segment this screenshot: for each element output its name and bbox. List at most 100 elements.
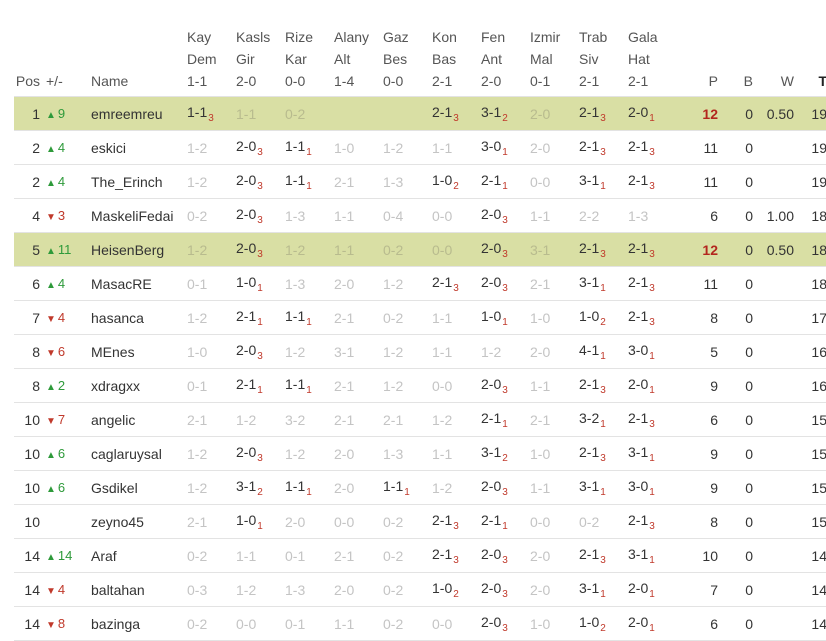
row-name[interactable]: MasacRE [91,275,152,292]
row-change: ▲ 4 [46,267,91,301]
prediction-score: 2-0 [530,547,551,564]
row-prediction: 3-1 [530,233,579,267]
row-prediction: 1-2 [187,301,236,335]
row-prediction: 2-03 [236,233,285,267]
header-match-line: 2-1 [628,73,649,89]
row-b: 0 [745,513,753,530]
header-pos[interactable]: Pos [15,73,40,89]
prediction-points: 1 [600,418,606,430]
header-match[interactable]: Alany Alt 1-4 [334,26,383,97]
row-name[interactable]: angelic [91,411,136,428]
row-prediction: 1-0 [187,335,236,369]
prediction-points: 3 [453,520,459,532]
row-name[interactable]: zeyno45 [91,513,144,530]
header-match[interactable]: Gaz Bes 0-0 [383,26,432,97]
prediction-score: 2-1 [628,307,649,324]
prediction-points: 1 [600,282,606,294]
row-name[interactable]: Araf [91,547,117,564]
row-p: 11 [703,173,718,190]
header-match-line: Ant [481,51,503,67]
row-name[interactable]: bazinga [91,615,141,632]
prediction-points: 2 [600,622,606,634]
row-name[interactable]: hasanca [91,309,144,326]
prediction-score: 2-1 [334,309,355,326]
row-prediction: 0-4 [383,199,432,233]
row-prediction: 2-03 [481,471,530,505]
prediction-points: 3 [600,248,606,260]
header-w[interactable]: W [780,73,794,89]
prediction-points: 3 [453,282,459,294]
header-match[interactable]: Kasls Gir 2-0 [236,26,285,97]
row-prediction: 3-01 [628,335,677,369]
row-prediction: 2-11 [481,403,530,437]
row-prediction: 2-1 [334,403,383,437]
row-prediction: 0-2 [383,233,432,267]
prediction-points: 1 [649,350,655,362]
row-position: 8 [32,377,40,394]
row-b: 0 [745,615,753,632]
row-name[interactable]: MaskeliFedai [91,207,174,224]
row-change: ▲ 9 [46,97,91,131]
prediction-score: 2-1 [481,511,502,528]
prediction-score: 2-0 [628,103,649,120]
row-w [761,573,802,607]
row-name[interactable]: emreemreu [91,105,163,122]
row-name[interactable]: caglaruysal [91,445,162,462]
row-name[interactable]: xdragxx [91,377,141,394]
prediction-score: 2-0 [285,513,306,530]
prediction-points: 1 [600,350,606,362]
header-change[interactable]: +/- [46,73,63,89]
row-position: 2 [32,139,40,156]
prediction-score: 2-1 [432,273,453,290]
prediction-score: 1-0 [530,445,551,462]
header-t[interactable]: T [818,73,826,89]
row-prediction: 3-2 [285,403,334,437]
prediction-score: 1-1 [432,445,453,462]
header-p[interactable]: P [708,73,718,89]
row-prediction [383,97,432,131]
prediction-score: 2-0 [481,579,502,596]
row-prediction: 0-0 [432,369,481,403]
prediction-score: 2-1 [579,545,600,562]
row-position: 14 [24,547,40,564]
row-prediction: 1-3 [383,437,432,471]
row-name[interactable]: HeisenBerg [91,241,165,258]
header-match[interactable]: Gala Hat 2-1 [628,26,677,97]
row-prediction: 1-2 [187,233,236,267]
prediction-score: 2-0 [628,613,649,630]
prediction-points: 1 [502,520,508,532]
row-name[interactable]: baltahan [91,581,145,598]
row-name[interactable]: The_Erinch [91,173,163,190]
row-prediction: 2-01 [628,97,677,131]
header-match[interactable]: Rize Kar 0-0 [285,26,334,97]
row-name[interactable]: eskici [91,139,127,156]
header-name[interactable]: Name [91,73,129,89]
row-name[interactable]: Gsdikel [91,479,138,496]
header-match[interactable]: Fen Ant 2-0 [481,26,530,97]
prediction-score: 0-1 [285,547,306,564]
row-prediction: 1-1 [432,335,481,369]
header-match[interactable]: Kay Dem 1-1 [187,26,236,97]
row-prediction: 1-3 [383,165,432,199]
header-match-line: Hat [628,51,650,67]
header-match-line: Bes [383,51,408,67]
row-name[interactable]: MEnes [91,343,135,360]
prediction-points: 1 [257,384,263,396]
header-match[interactable]: Kon Bas 2-1 [432,26,481,97]
row-b: 0 [745,377,753,394]
row-prediction: 2-13 [579,539,628,573]
row-prediction [334,97,383,131]
prediction-score: 3-2 [285,411,306,428]
prediction-score: 3-2 [579,409,600,426]
header-match[interactable]: Izmir Mal 0-1 [530,26,579,97]
prediction-points: 3 [453,554,459,566]
row-prediction: 1-0 [530,607,579,641]
row-prediction: 2-13 [628,267,677,301]
header-b[interactable]: B [743,73,753,89]
row-prediction: 2-1 [334,539,383,573]
prediction-score: 2-1 [481,409,502,426]
row-prediction: 0-2 [579,505,628,539]
prediction-points: 3 [257,350,263,362]
prediction-points: 1 [649,384,655,396]
header-match[interactable]: Trab Siv 2-1 [579,26,628,97]
